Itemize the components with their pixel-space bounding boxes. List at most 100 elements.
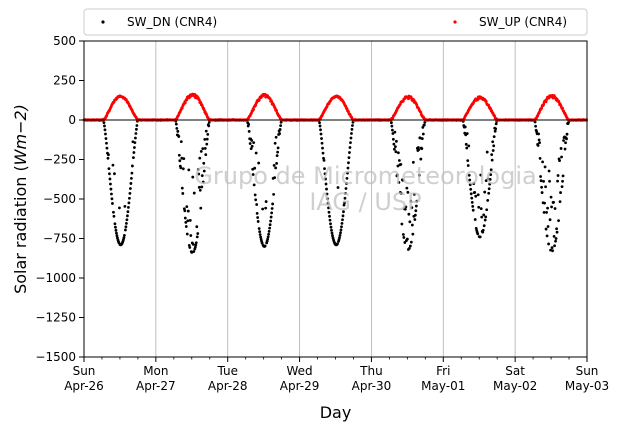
- sw-dn-point: [182, 157, 186, 161]
- sw-dn-point: [105, 146, 109, 150]
- sw-dn-point: [540, 191, 544, 194]
- sw-dn-point: [485, 150, 489, 154]
- sw-dn-point: [411, 232, 415, 236]
- sw-dn-point: [413, 213, 417, 217]
- sw-dn-point: [389, 121, 393, 125]
- sw-dn-point: [276, 146, 280, 150]
- sw-dn-point: [102, 121, 106, 124]
- sw-dn-point: [108, 177, 112, 181]
- y-tick-label: 500: [53, 34, 76, 48]
- sw-dn-point: [112, 214, 116, 218]
- sw-dn-point: [554, 239, 557, 243]
- y-tick-label: −1000: [35, 271, 76, 285]
- sw-dn-point: [479, 173, 483, 177]
- sw-dn-point: [406, 190, 410, 194]
- sw-dn-point: [108, 172, 111, 176]
- sw-dn-point: [494, 122, 498, 126]
- sw-dn-point: [411, 160, 415, 164]
- sw-dn-point: [539, 179, 543, 183]
- sw-dn-point: [486, 199, 490, 202]
- sw-dn-point: [537, 138, 541, 142]
- sw-dn-point: [547, 169, 551, 173]
- sw-dn-point: [276, 150, 280, 154]
- sw-dn-point: [197, 172, 201, 176]
- x-tick-label-day: Mon: [143, 364, 168, 378]
- sw-dn-point: [261, 207, 265, 211]
- sw-dn-point: [420, 137, 424, 141]
- sw-dn-point: [181, 192, 185, 195]
- sw-dn-point: [204, 129, 208, 133]
- x-tick-label: Sun May-03: [565, 364, 609, 393]
- sw-dn-point: [476, 193, 480, 197]
- sw-dn-point: [264, 200, 268, 203]
- sw-dn-point: [106, 156, 110, 160]
- sw-dn-point: [548, 179, 551, 183]
- sw-dn-point: [349, 141, 352, 145]
- sw-dn-point: [399, 192, 403, 195]
- sw-dn-point: [196, 232, 200, 235]
- x-tick-label-day: Sun: [73, 364, 96, 378]
- sw-dn-point: [555, 227, 558, 231]
- x-tick-label-day: Sun: [576, 364, 599, 378]
- legend-marker-sw-dn: [101, 20, 105, 24]
- sw-dn-point: [186, 209, 190, 213]
- sw-dn-point: [127, 205, 130, 209]
- sw-dn-point: [110, 197, 114, 201]
- sw-dn-point: [321, 151, 325, 155]
- legend: SW_DN (CNR4) SW_UP (CNR4): [83, 8, 588, 36]
- sw-up-point: [489, 107, 493, 111]
- x-tick-label-date: Apr-28: [208, 379, 248, 393]
- sw-dn-point: [479, 207, 483, 211]
- sw-dn-point: [466, 159, 470, 163]
- sw-dn-point: [544, 227, 548, 231]
- sw-dn-point: [200, 174, 204, 178]
- y-tick-label: −750: [43, 232, 76, 246]
- sw-dn-point: [178, 159, 182, 163]
- sw-dn-point: [545, 234, 549, 238]
- sw-dn-point: [535, 130, 538, 133]
- sw-dn-point: [111, 202, 114, 205]
- sw-dn-point: [391, 137, 395, 141]
- sw-dn-point: [420, 147, 424, 151]
- sw-dn-point: [274, 135, 278, 139]
- sw-dn-point: [255, 203, 259, 206]
- sw-dn-point: [330, 228, 333, 232]
- sw-dn-point: [491, 140, 495, 144]
- sw-dn-point: [194, 243, 198, 247]
- sw-dn-point: [319, 128, 322, 132]
- sw-dn-point: [562, 139, 565, 142]
- sw-dn-point: [113, 222, 117, 226]
- sw-dn-point: [470, 196, 474, 200]
- sw-dn-point: [329, 222, 332, 226]
- sw-dn-point: [550, 246, 554, 250]
- sw-dn-point: [560, 185, 564, 189]
- x-tick-label: Mon Apr-27: [136, 364, 176, 393]
- sw-dn-point: [278, 128, 282, 131]
- legend-marker-sw-up: [453, 20, 457, 24]
- sw-dn-point: [540, 185, 543, 189]
- sw-dn-point: [417, 173, 421, 177]
- sw-dn-point: [328, 218, 332, 222]
- sw-dn-point: [278, 132, 282, 136]
- sw-dn-point: [558, 159, 561, 163]
- sw-dn-point: [128, 192, 132, 195]
- watermark-line-1: Grupo de Micrometeorologia: [194, 162, 536, 190]
- sw-dn-point: [103, 124, 106, 128]
- sw-dn-point: [396, 151, 400, 155]
- y-tick-label: −500: [43, 192, 76, 206]
- sw-dn-point: [410, 223, 414, 227]
- sw-dn-point: [421, 132, 425, 136]
- sw-dn-point: [318, 121, 321, 124]
- sw-dn-point: [469, 192, 473, 196]
- sw-dn-point: [345, 176, 349, 180]
- x-tick-label-date: May-01: [421, 379, 465, 393]
- sw-dn-point: [253, 166, 257, 170]
- sw-dn-point: [556, 174, 560, 177]
- sw-dn-point: [199, 149, 203, 153]
- sw-dn-point: [393, 130, 397, 134]
- sw-dn-point: [323, 172, 327, 176]
- sw-dn-point: [325, 192, 329, 196]
- sw-dn-point: [404, 205, 408, 209]
- sw-dn-point: [390, 128, 394, 132]
